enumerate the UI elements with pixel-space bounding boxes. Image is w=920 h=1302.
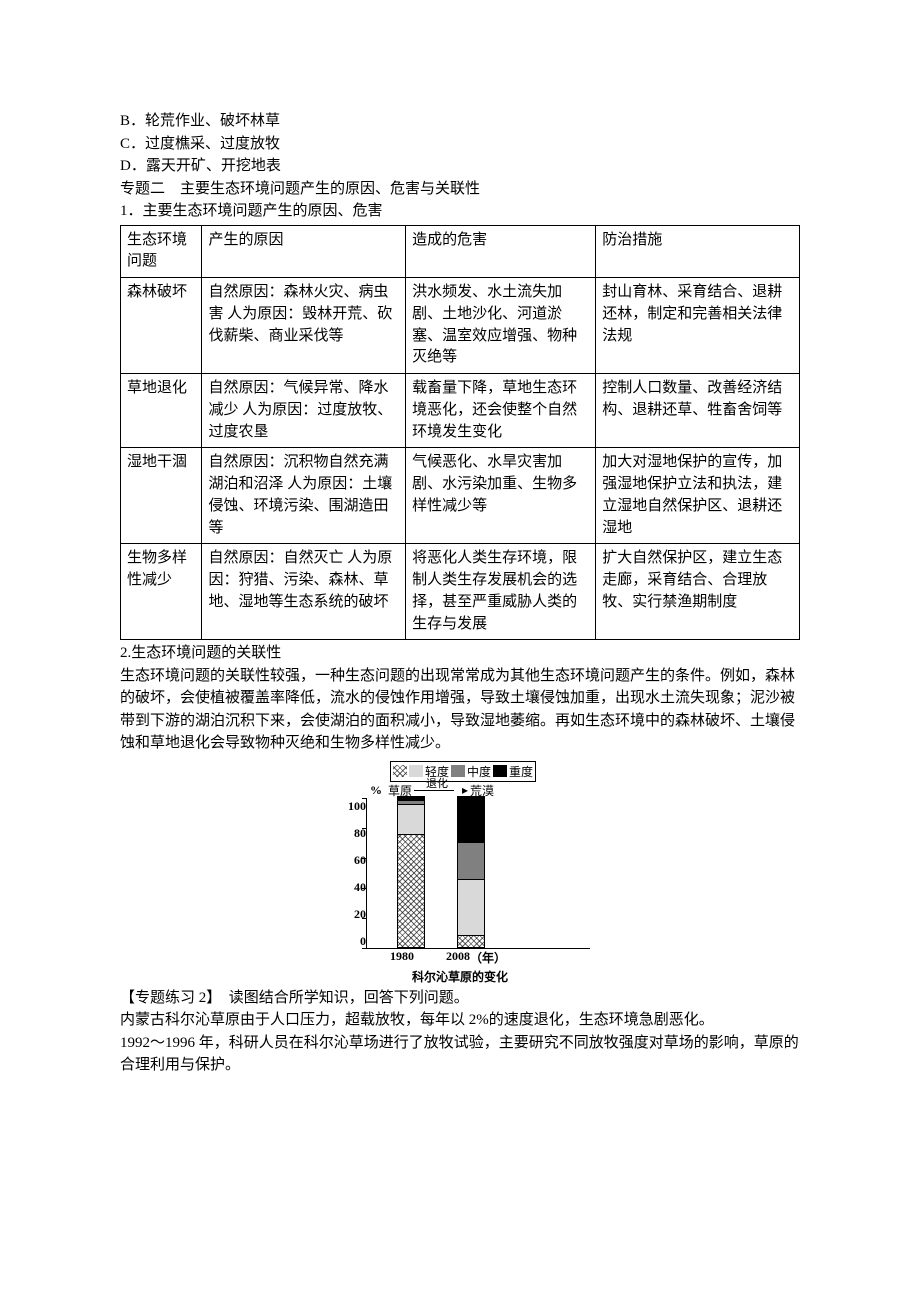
y-label: % bbox=[370, 783, 382, 798]
chart-area: 100 80 60 40 20 0 bbox=[330, 799, 590, 949]
keerqin-chart: 轻度 中度 重度 % 草原 退化 ▸ 荒漠 100 80 60 40 20 0 bbox=[330, 761, 590, 985]
x-axis: 1980 2008 （年） bbox=[366, 949, 590, 966]
option-b: B．轮荒作业、破坏林草 bbox=[120, 110, 800, 133]
seg-medium bbox=[458, 842, 484, 880]
exercise-line2: 1992～1996 年，科研人员在科尔沁草场进行了放牧试验，主要研究不同放牧强度… bbox=[120, 1032, 800, 1077]
exercise-line1: 内蒙古科尔沁草原由于人口压力，超载放牧，每年以 2%的速度退化，生态环境急剧恶化… bbox=[120, 1009, 800, 1032]
cell: 载畜量下降，草地生态环境恶化，还会使整个自然环境发生变化 bbox=[406, 374, 596, 448]
cell: 自然原因：气候异常、降水减少 人为原因：过度放牧、过度农垦 bbox=[202, 374, 406, 448]
cell: 封山育林、采育结合、退耕还林，制定和完善相关法律法规 bbox=[596, 278, 800, 374]
arrow-mid-label: 退化 bbox=[426, 775, 448, 791]
bar-2008 bbox=[457, 796, 485, 948]
y-axis: 100 80 60 40 20 0 bbox=[330, 799, 366, 949]
table-header-row: 生态环境问题 产生的原因 造成的危害 防治措施 bbox=[121, 225, 800, 278]
legend-medium-label: 中度 bbox=[467, 763, 491, 780]
eco-problems-table: 生态环境问题 产生的原因 造成的危害 防治措施 森林破坏 自然原因：森林火灾、病… bbox=[120, 225, 800, 641]
ytick: 20 bbox=[354, 907, 366, 922]
table-row: 草地退化 自然原因：气候异常、降水减少 人为原因：过度放牧、过度农垦 载畜量下降… bbox=[121, 374, 800, 448]
legend-light-icon bbox=[409, 765, 423, 777]
topic2-title: 专题二 主要生态环境问题产生的原因、危害与关联性 bbox=[120, 178, 800, 201]
bar-1980 bbox=[397, 796, 425, 948]
cell: 自然原因：森林火灾、病虫害 人为原因：毁林开荒、砍伐薪柴、商业采伐等 bbox=[202, 278, 406, 374]
cell: 加大对湿地保护的宣传，加强湿地保护立法和执法，建立湿地自然保护区、退耕还湿地 bbox=[596, 448, 800, 544]
cell: 森林破坏 bbox=[121, 278, 202, 374]
seg-grass bbox=[458, 935, 484, 947]
seg-heavy bbox=[458, 797, 484, 842]
th-measure: 防治措施 bbox=[596, 225, 800, 278]
section1-title: 1．主要生态环境问题产生的原因、危害 bbox=[120, 200, 800, 223]
cell: 湿地干涸 bbox=[121, 448, 202, 544]
seg-grass bbox=[398, 834, 424, 947]
chart-legend: 轻度 中度 重度 bbox=[390, 761, 536, 782]
seg-light bbox=[398, 804, 424, 834]
cell: 气候恶化、水旱灾害加剧、水污染加重、生物多样性减少等 bbox=[406, 448, 596, 544]
cell: 控制人口数量、改善经济结构、退耕还草、牲畜舍饲等 bbox=[596, 374, 800, 448]
legend-grass-icon bbox=[393, 765, 407, 777]
ytick: 100 bbox=[348, 799, 366, 814]
legend-heavy-icon bbox=[493, 765, 507, 777]
option-d: D．露天开矿、开挖地表 bbox=[120, 155, 800, 178]
cell: 自然原因：自然灭亡 人为原因：狩猎、污染、森林、草地、湿地等生态系统的破坏 bbox=[202, 544, 406, 640]
seg-light bbox=[458, 879, 484, 935]
legend-medium-icon bbox=[451, 765, 465, 777]
cell: 生物多样性减少 bbox=[121, 544, 202, 640]
table-row: 生物多样性减少 自然原因：自然灭亡 人为原因：狩猎、污染、森林、草地、湿地等生态… bbox=[121, 544, 800, 640]
table-row: 森林破坏 自然原因：森林火灾、病虫害 人为原因：毁林开荒、砍伐薪柴、商业采伐等 … bbox=[121, 278, 800, 374]
legend-heavy-label: 重度 bbox=[509, 763, 533, 780]
exercise-title: 【专题练习 2】 读图结合所学知识，回答下列问题。 bbox=[120, 987, 800, 1010]
chart-caption: 科尔沁草原的变化 bbox=[330, 968, 590, 985]
plot-area bbox=[366, 799, 590, 949]
cell: 草地退化 bbox=[121, 374, 202, 448]
xlabel-1980: 1980 bbox=[390, 949, 446, 966]
cell: 洪水频发、水土流失加剧、土地沙化、河道淤塞、温室效应增强、物种灭绝等 bbox=[406, 278, 596, 374]
table-row: 湿地干涸 自然原因：沉积物自然充满湖泊和沼泽 人为原因：土壤侵蚀、环境污染、围湖… bbox=[121, 448, 800, 544]
option-c: C．过度樵采、过度放牧 bbox=[120, 133, 800, 156]
th-harm: 造成的危害 bbox=[406, 225, 596, 278]
xlabel-suffix: （年） bbox=[470, 949, 506, 966]
cell: 将恶化人类生存环境，限制人类生存发展机会的选择，甚至严重威胁人类的生存与发展 bbox=[406, 544, 596, 640]
th-problem: 生态环境问题 bbox=[121, 225, 202, 278]
ytick: 60 bbox=[354, 853, 366, 868]
section2-body: 生态环境问题的关联性较强，一种生态问题的出现常常成为其他生态环境问题产生的条件。… bbox=[120, 665, 800, 755]
xlabel-2008: 2008 bbox=[446, 949, 470, 966]
cell: 扩大自然保护区，建立生态走廊，采育结合、合理放牧、实行禁渔期制度 bbox=[596, 544, 800, 640]
th-cause: 产生的原因 bbox=[202, 225, 406, 278]
cell: 自然原因：沉积物自然充满湖泊和沼泽 人为原因：土壤侵蚀、环境污染、围湖造田等 bbox=[202, 448, 406, 544]
section2-title: 2.生态环境问题的关联性 bbox=[120, 642, 800, 665]
